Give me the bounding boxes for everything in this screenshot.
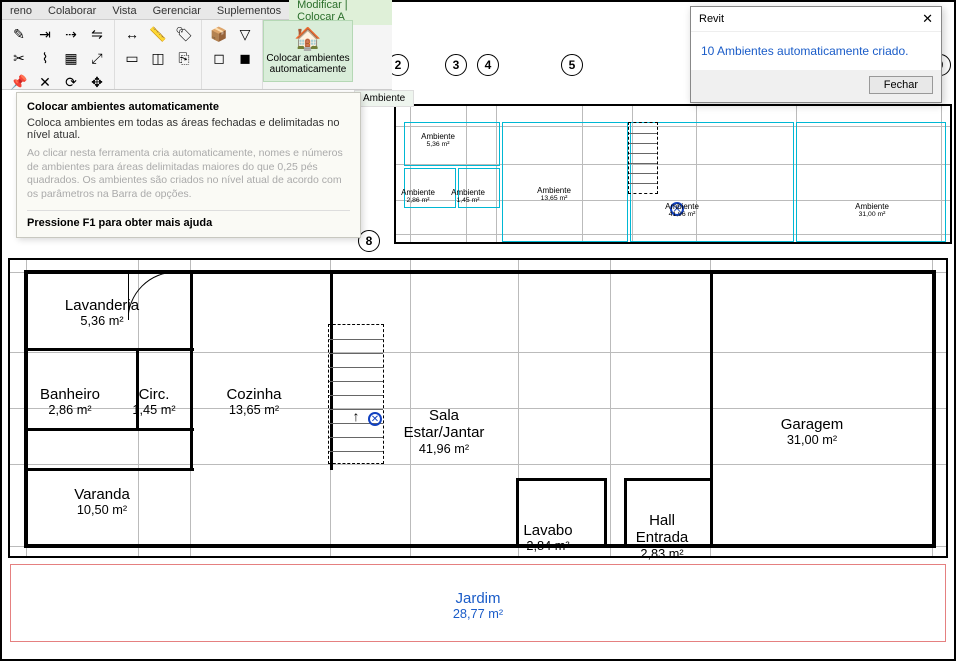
tab-colaborar[interactable]: Colaborar	[40, 3, 104, 19]
hide-icon[interactable]: ◻	[210, 49, 228, 67]
plan-upper: ✕	[394, 104, 952, 244]
ribbon-panel-label: Ambiente	[354, 90, 414, 107]
room-label: SalaEstar/Jantar41,96 m²	[404, 407, 485, 456]
isolate-icon[interactable]: ◼	[236, 49, 254, 67]
copy-icon[interactable]: ⎘	[175, 49, 193, 67]
room-label: Lavanderia5,36 m²	[65, 297, 139, 329]
room-label: Garagem31,00 m²	[781, 416, 844, 448]
create-icon[interactable]: ◫	[149, 49, 167, 67]
tab-vista[interactable]: Vista	[104, 3, 144, 19]
room-marker-icon: ✕	[368, 412, 382, 426]
dialog-title-text: Revit	[699, 13, 724, 25]
grid-bubble-3: 3	[445, 54, 467, 76]
room-label: Lavabo2,84 m²	[523, 522, 572, 554]
jardim-area: 28,77 m²	[453, 607, 503, 622]
tooltip-hint: Ao clicar nesta ferramenta cria automati…	[27, 147, 350, 202]
room-label: Ambiente41,96 m²	[665, 202, 699, 219]
big-btn-l2: automaticamente	[270, 64, 347, 75]
tooltip-title: Colocar ambientes automaticamente	[27, 101, 350, 113]
offset-icon[interactable]: ⇢	[62, 25, 80, 43]
room-label: Ambiente13,65 m²	[537, 186, 571, 203]
jardim-name: Jardim	[453, 590, 503, 607]
grid-bubble-8: 8	[358, 230, 380, 252]
ribbon-group-modify: ✎ ⇥ ⇢ ⇋ ✂ ⌇ ▦ ⤢ 📌 ✕ ⟳ ✥	[2, 20, 115, 89]
revit-dialog: Revit ✕ 10 Ambientes automaticamente cri…	[690, 6, 942, 103]
mirror-icon[interactable]: ⇋	[88, 25, 106, 43]
group-icon[interactable]: ▭	[123, 49, 141, 67]
grid-bubble-5: 5	[561, 54, 583, 76]
room-label: Banheiro2,86 m²	[40, 386, 100, 418]
trim-icon[interactable]: ✂	[10, 49, 28, 67]
tooltip-footer: Pressione F1 para obter mais ajuda	[27, 210, 350, 229]
tab-suplementos[interactable]: Suplementos	[209, 3, 289, 19]
room-label: Ambiente5,36 m²	[421, 132, 455, 149]
align-icon[interactable]: ⇥	[36, 25, 54, 43]
room-label: Ambiente31,00 m²	[855, 202, 889, 219]
room-label: Ambiente1,45 m²	[451, 188, 485, 205]
tab-reno[interactable]: reno	[2, 3, 40, 19]
tag-icon[interactable]: 🏷	[175, 25, 193, 43]
pin-icon[interactable]: 📌	[10, 73, 28, 91]
dialog-close-button[interactable]: Fechar	[869, 76, 933, 94]
ribbon-group-view: 📦 ▽ ◻ ◼	[202, 20, 263, 89]
tooltip-body: Coloca ambientes em todas as áreas fecha…	[27, 117, 350, 141]
close-icon[interactable]: ✕	[922, 11, 933, 27]
ribbon-group-measure: ↔ 📏 🏷 ▭ ◫ ⎘	[115, 20, 202, 89]
filter-icon[interactable]: ▽	[236, 25, 254, 43]
room-label: HallEntrada2,83 m²	[636, 512, 689, 561]
room-label: Ambiente2,86 m²	[401, 188, 435, 205]
ribbon-tooltip: Colocar ambientes automaticamente Coloca…	[16, 92, 361, 238]
place-rooms-auto-button[interactable]: 🏠 Colocar ambientes automaticamente	[263, 20, 353, 82]
scale-icon[interactable]: ⤢	[88, 49, 106, 67]
dialog-message: 10 Ambientes automaticamente criado.	[691, 32, 941, 70]
dimension-icon[interactable]: ↔	[123, 25, 141, 43]
array-icon[interactable]: ▦	[62, 49, 80, 67]
grid-bubble-4: 4	[477, 54, 499, 76]
room-label: Circ.1,45 m²	[132, 386, 175, 418]
room-label: Cozinha13,65 m²	[226, 386, 281, 418]
rotate-icon[interactable]: ⟳	[62, 73, 80, 91]
ribbon-body: ✎ ⇥ ⇢ ⇋ ✂ ⌇ ▦ ⤢ 📌 ✕ ⟳ ✥ ↔ 📏 🏷 ▭ ◫ ⎘	[2, 20, 392, 90]
ribbon: reno Colaborar Vista Gerenciar Suplement…	[2, 2, 392, 90]
big-btn-l1: Colocar ambientes	[266, 53, 349, 64]
move-icon[interactable]: ✥	[88, 73, 106, 91]
box-icon[interactable]: 📦	[210, 25, 228, 43]
room-label-jardim: Jardim 28,77 m²	[453, 590, 503, 622]
delete-icon[interactable]: ✕	[36, 73, 54, 91]
tab-gerenciar[interactable]: Gerenciar	[145, 3, 209, 19]
measure-icon[interactable]: 📏	[149, 25, 167, 43]
room-label: Varanda10,50 m²	[74, 486, 130, 518]
ribbon-tabs: reno Colaborar Vista Gerenciar Suplement…	[2, 2, 392, 20]
split-icon[interactable]: ⌇	[36, 49, 54, 67]
modify-icon[interactable]: ✎	[10, 25, 28, 43]
room-auto-icon: 🏠	[294, 27, 321, 51]
